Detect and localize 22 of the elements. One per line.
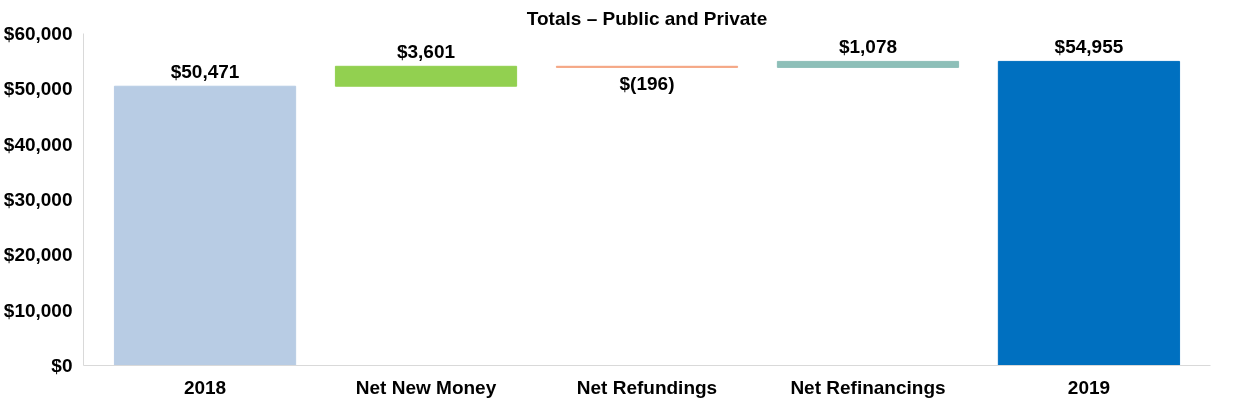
x-tick-label: Net New Money [355, 376, 497, 398]
y-tick-label: $20,000 [3, 244, 73, 266]
x-tick-label: Net Refinancings [790, 376, 946, 398]
x-tick-label: Net Refundings [576, 376, 718, 398]
data-label: $54,955 [1054, 36, 1124, 58]
bar [334, 65, 518, 87]
y-tick-label: $40,000 [3, 133, 73, 155]
data-label: $1,078 [838, 36, 898, 58]
data-label: $50,471 [170, 61, 240, 83]
bar [113, 85, 297, 366]
y-tick-label: $50,000 [3, 78, 73, 100]
x-tick-label: 2018 [183, 376, 227, 398]
data-label: $(196) [619, 73, 675, 95]
chart-title: Totals – Public and Private [526, 7, 768, 29]
y-tick-label: $10,000 [3, 299, 73, 321]
y-tick-label: $30,000 [3, 189, 73, 210]
y-tick-label: $0 [51, 355, 73, 376]
bar [997, 60, 1181, 366]
data-label: $3,601 [396, 41, 456, 63]
y-tick-label: $60,000 [3, 23, 73, 44]
bar [776, 60, 960, 68]
x-tick-label: 2019 [1067, 376, 1111, 398]
